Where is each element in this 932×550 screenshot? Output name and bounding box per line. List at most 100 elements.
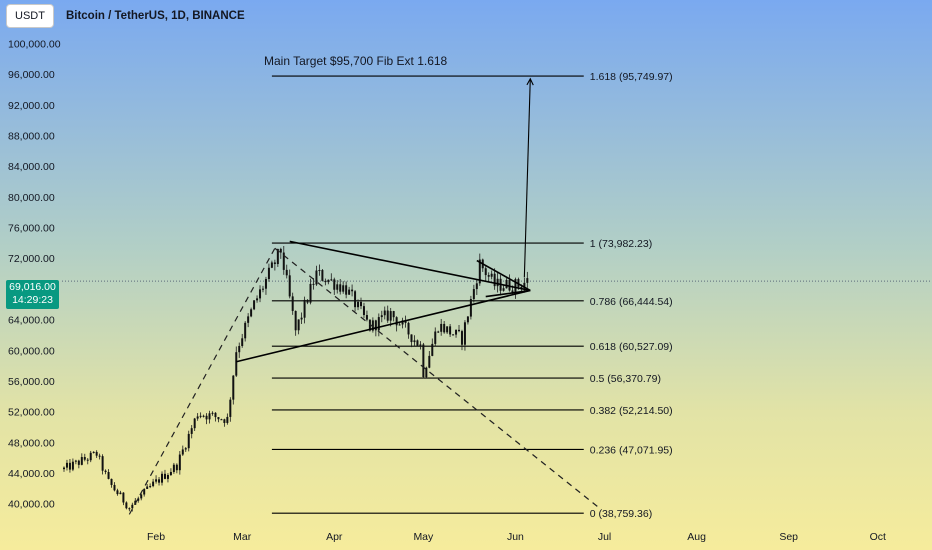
candle-body xyxy=(469,299,472,317)
current-price-tag: 69,016.00 14:29:23 xyxy=(6,280,59,309)
candle-body xyxy=(273,262,276,265)
candle-body xyxy=(354,291,357,308)
triangle-lower-line[interactable] xyxy=(236,289,531,363)
fib-extension-group[interactable]: 1.618 (95,749.97) 1 (73,982.23) 0.786 (66,… xyxy=(271,71,673,520)
candle-body xyxy=(253,300,256,310)
x-tick-label: May xyxy=(413,531,434,543)
candle-body xyxy=(466,316,469,323)
pennant-upper-line[interactable] xyxy=(476,259,531,292)
candle-body xyxy=(294,310,297,331)
candle-body xyxy=(478,259,481,284)
candle-body xyxy=(178,454,181,471)
candle-body xyxy=(282,252,285,270)
y-tick-label: 72,000.00 xyxy=(8,253,55,265)
candle-body xyxy=(202,415,205,417)
candle-body xyxy=(407,322,410,335)
symbol-search-button[interactable]: USDT xyxy=(6,4,54,28)
x-tick-label: Oct xyxy=(870,531,886,543)
candle-body xyxy=(71,461,74,470)
trendlines-group[interactable] xyxy=(128,77,602,515)
candle-body xyxy=(443,323,446,333)
target-arrowhead xyxy=(526,77,534,86)
candle-body xyxy=(211,412,214,414)
candle-body xyxy=(125,502,128,509)
dashed-rise-line[interactable] xyxy=(128,247,276,515)
candle-body xyxy=(208,413,211,420)
candle-body xyxy=(520,286,523,289)
candle-body xyxy=(172,464,175,472)
candle-body xyxy=(196,416,199,419)
candle-body xyxy=(306,299,309,303)
fib-level-label: 0.786 (66,444.54) xyxy=(590,296,673,308)
candle-body xyxy=(181,449,184,455)
candle-body xyxy=(339,284,342,292)
candle-body xyxy=(371,320,374,331)
candle-body xyxy=(220,419,223,421)
candle-body xyxy=(98,455,101,457)
candle-body xyxy=(217,417,220,420)
dashed-fall-line[interactable] xyxy=(274,247,602,511)
candle-body xyxy=(238,345,241,353)
symbol-title: Bitcoin / TetherUS, 1D, BINANCE xyxy=(65,10,245,22)
candle-body xyxy=(250,309,253,317)
candle-body xyxy=(458,329,461,332)
candle-body xyxy=(404,320,407,323)
candle-body xyxy=(169,471,172,476)
candle-body xyxy=(303,299,306,318)
candle-body xyxy=(374,320,377,331)
candle-body xyxy=(77,460,80,465)
candle-body xyxy=(256,298,259,301)
candle-body xyxy=(336,284,339,290)
candle-body xyxy=(270,262,273,268)
candle-body xyxy=(205,415,208,420)
candle-body xyxy=(113,484,116,491)
candle-body xyxy=(235,352,238,376)
candle-body xyxy=(309,283,312,303)
candle-body xyxy=(490,273,493,277)
candle-body xyxy=(146,486,149,489)
candle-body xyxy=(413,340,416,343)
candle-body xyxy=(342,285,345,292)
y-tick-label: 100,000.00 xyxy=(8,39,61,51)
candle-body xyxy=(362,306,365,316)
candle-body xyxy=(446,326,449,333)
candle-body xyxy=(166,475,169,479)
candle-body xyxy=(360,301,362,307)
candle-body xyxy=(460,331,463,345)
candle-body xyxy=(496,278,499,287)
target-arrow-line[interactable] xyxy=(523,78,531,278)
fib-level-label: 0.618 (60,527.09) xyxy=(590,341,673,353)
fib-level-label: 0.236 (47,071.95) xyxy=(590,444,673,456)
candle-body xyxy=(276,248,279,265)
chart-annotation-title: Main Target $95,700 Fib Ext 1.618 xyxy=(264,54,448,68)
candle-body xyxy=(229,399,232,417)
candle-body xyxy=(333,279,336,290)
candle-body xyxy=(184,448,187,450)
candle-body xyxy=(116,490,119,495)
candle-body xyxy=(161,473,164,483)
candle-body xyxy=(419,344,422,346)
candle-body xyxy=(327,279,330,283)
candle-body xyxy=(389,311,392,321)
price-axis: 100,000.00 96,000.00 92,000.00 88,000.00 84,… xyxy=(8,39,61,511)
y-tick-label: 60,000.00 xyxy=(8,345,55,357)
triangle-upper-line[interactable] xyxy=(289,240,531,292)
x-tick-label: Aug xyxy=(687,531,706,543)
candle-body xyxy=(285,269,288,276)
candle-body xyxy=(110,478,113,485)
candle-body xyxy=(74,460,77,462)
candle-body xyxy=(119,492,122,495)
candle-body xyxy=(357,301,360,308)
y-tick-label: 64,000.00 xyxy=(8,315,55,327)
y-tick-label: 92,000.00 xyxy=(8,100,55,112)
pennant-lower-line[interactable] xyxy=(485,289,531,298)
candle-body xyxy=(511,290,514,293)
candle-body xyxy=(149,486,152,488)
candle-body xyxy=(92,451,95,453)
candle-body xyxy=(365,315,368,320)
candle-body xyxy=(395,317,398,326)
candle-body xyxy=(484,268,487,276)
fib-level-label: 0.382 (52,214.50) xyxy=(590,405,673,417)
